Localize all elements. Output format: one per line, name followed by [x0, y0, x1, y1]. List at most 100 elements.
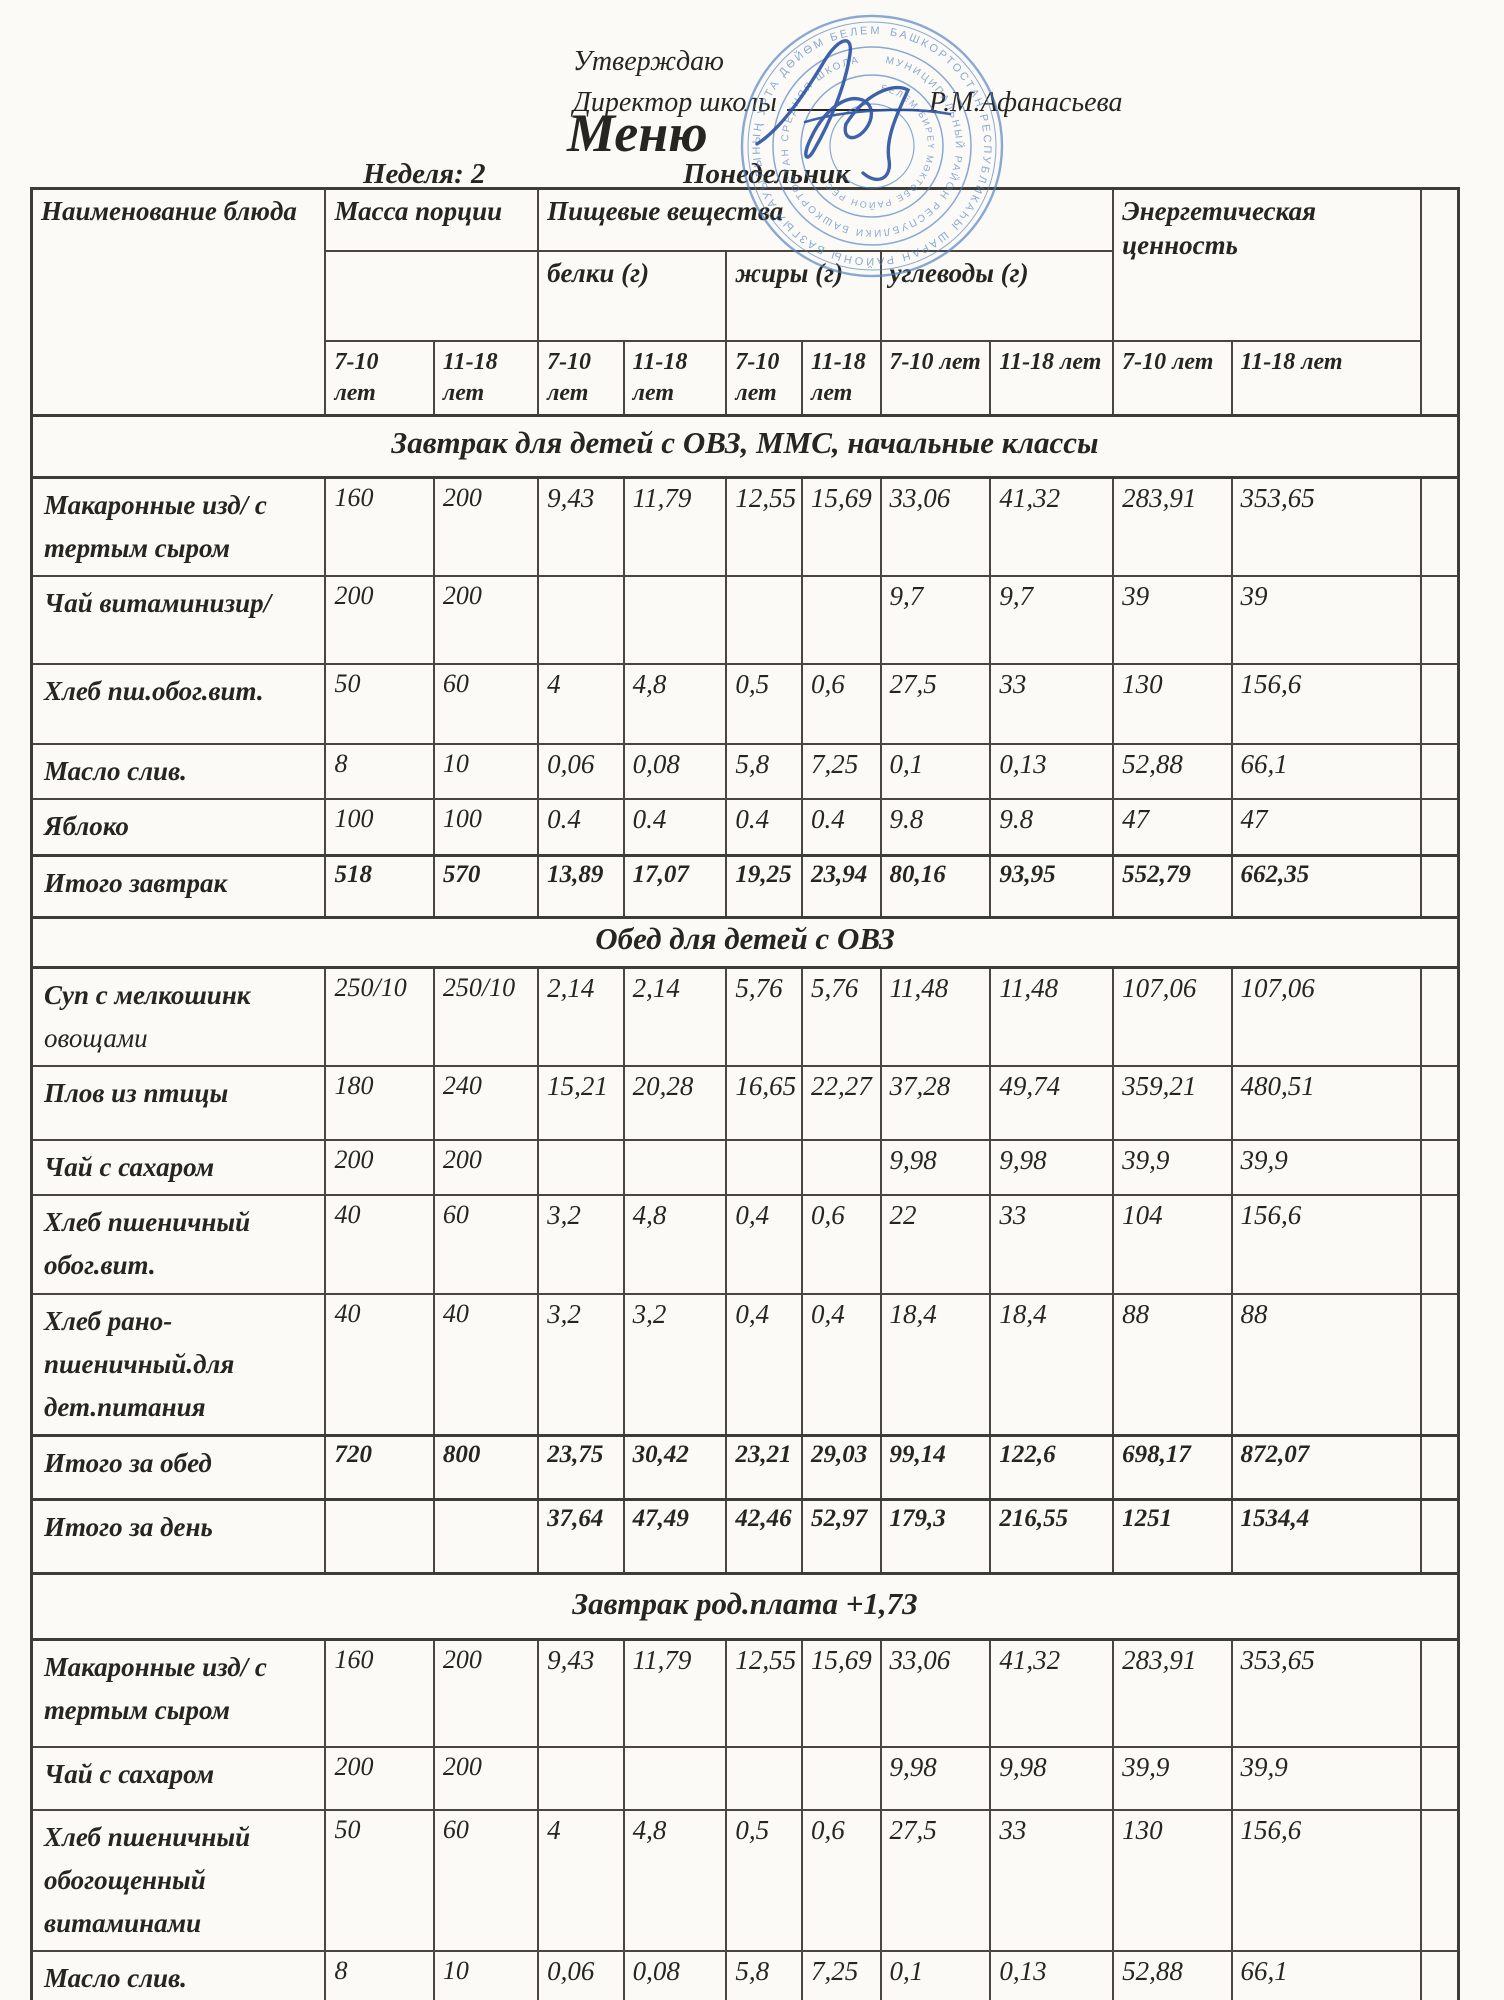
- value-cell: 104: [1112, 1194, 1233, 1295]
- value-cell: 3,2: [537, 1292, 625, 1437]
- dish-name: Плов из птицы: [30, 1065, 327, 1141]
- value-cell: 52,88: [1112, 743, 1233, 801]
- spacer-cell: [1420, 575, 1460, 666]
- dish-name: Чай с сахаром: [30, 1745, 327, 1811]
- value-cell: 0,06: [537, 743, 625, 801]
- spacer-cell: [1420, 1950, 1460, 2000]
- value-cell: 13,89: [537, 853, 625, 919]
- value-cell: 1251: [1112, 1498, 1233, 1575]
- value-cell: 200: [432, 476, 540, 578]
- value-cell: 52,88: [1112, 1950, 1233, 2000]
- value-cell: 107,06: [1112, 966, 1233, 1067]
- value-cell: 156,6: [1230, 1808, 1423, 1953]
- header-portion-spacer: [324, 249, 540, 342]
- value-cell: 33: [989, 1808, 1115, 1953]
- value-cell: 156,6: [1230, 1194, 1423, 1295]
- value-cell: 0.4: [537, 798, 625, 857]
- value-cell: 66,1: [1230, 1950, 1423, 2000]
- header-age-7-10: 7-10 лет: [324, 339, 435, 417]
- header-age-11-18: 11-18 лет: [622, 339, 728, 417]
- value-cell: 9,7: [879, 575, 992, 666]
- dish-name: Хлеб рано-пшеничный.для дет.питания: [30, 1292, 327, 1437]
- value-cell: 9,98: [879, 1745, 992, 1811]
- dish-name: Суп с мелкошинк овощами: [30, 966, 327, 1067]
- menu-table: Наименование блюда Масса порции Пищевые …: [30, 187, 1460, 2000]
- value-cell: 698,17: [1112, 1434, 1233, 1501]
- value-cell: 39,9: [1112, 1138, 1233, 1197]
- value-cell: 160: [324, 1638, 435, 1748]
- value-cell: 518: [324, 853, 435, 919]
- value-cell: 5,76: [725, 966, 804, 1067]
- value-cell: 47,49: [622, 1498, 728, 1575]
- value-cell: 60: [432, 1194, 540, 1295]
- dish-name-secondary: овощами: [44, 1022, 148, 1053]
- value-cell: 33: [989, 663, 1115, 746]
- value-cell: 66,1: [1230, 743, 1423, 801]
- header-spacer: [1420, 187, 1460, 417]
- value-cell: 37,64: [537, 1498, 625, 1575]
- section-title: Обед для детей с ОВЗ: [30, 915, 1460, 969]
- approval-block: Утверждаю Директор школы Р.М.Афанасьева: [573, 44, 1122, 122]
- table-row: Чай витаминизир/200 200 9,7 9,7 39 39: [30, 575, 1460, 666]
- value-cell: 12,55: [725, 1638, 804, 1748]
- value-cell: 60: [432, 663, 540, 746]
- value-cell: 480,51: [1230, 1065, 1423, 1141]
- dish-name: Чай с сахаром: [30, 1138, 327, 1197]
- value-cell: 179,3: [879, 1498, 992, 1575]
- spacer-cell: [1420, 966, 1460, 1067]
- value-cell: 250/10: [324, 966, 435, 1067]
- dish-name: Хлеб пшеничный обог.вит.: [30, 1194, 327, 1295]
- header-carbs: углеводы (г): [879, 249, 1115, 342]
- value-cell: 9,7: [989, 575, 1115, 666]
- value-cell: 0,1: [879, 743, 992, 801]
- section-title: Завтрак род.плата +1,73: [30, 1572, 1460, 1642]
- dish-name: Итого завтрак: [30, 853, 327, 919]
- table-row: Чай с сахаром 200 200 9,98 9,98 39,9 39,9: [30, 1138, 1460, 1197]
- header-age-7-10: 7-10 лет: [1112, 339, 1233, 417]
- school-stamp-icon: БАШКОРТОСТАН РЕСПУБЛИКАҺЫ ШАРАН РАЙОНЫ Б…: [716, 0, 1018, 285]
- table-row: Макаронные изд/ с тертым сыром 160 200 9,43…: [30, 1638, 1460, 1748]
- table-row: Хлеб пшеничный обогощенный витаминами 50 6…: [30, 1808, 1460, 1953]
- value-cell: [537, 1745, 625, 1811]
- value-cell: 552,79: [1112, 853, 1233, 919]
- director-row: Директор школы Р.М.Афанасьева: [573, 81, 1122, 122]
- value-cell: 0,08: [622, 743, 728, 801]
- value-cell: 122,6: [989, 1434, 1115, 1501]
- value-cell: 40: [324, 1194, 435, 1295]
- value-cell: [801, 1745, 882, 1811]
- header-age-7-10: 7-10 лет: [879, 339, 992, 417]
- value-cell: 27,5: [879, 663, 992, 746]
- table-row: Хлеб рано-пшеничный.для дет.питания 40 40 3…: [30, 1292, 1460, 1437]
- dish-name: Макаронные изд/ с тертым сыром: [30, 476, 327, 578]
- value-cell: 0,4: [725, 1194, 804, 1295]
- table-row: Масло слив. 8 10 0,06 0,08 5,8 7,25 0,1 0,13 52,8…: [30, 1950, 1460, 2000]
- spacer-cell: [1420, 798, 1460, 857]
- value-cell: 50: [324, 663, 435, 746]
- value-cell: 200: [324, 575, 435, 666]
- week-label: Неделя: 2: [363, 158, 486, 190]
- value-cell: 0,1: [879, 1950, 992, 2000]
- value-cell: 3,2: [622, 1292, 728, 1437]
- value-cell: 23,94: [801, 853, 882, 919]
- table-row: Яблоко 100 100 0.4 0.4 0.4 0.4 9.8 9.8 47 47: [30, 798, 1460, 857]
- value-cell: 7,25: [801, 1950, 882, 2000]
- value-cell: 4: [537, 1808, 625, 1953]
- value-cell: 4,8: [622, 1194, 728, 1295]
- header-age-11-18: 11-18 лет: [989, 339, 1115, 417]
- value-cell: 2,14: [537, 966, 625, 1067]
- dish-name: Масло слив.: [30, 1950, 327, 2000]
- spacer-cell: [1420, 1498, 1460, 1575]
- value-cell: 39,9: [1230, 1745, 1423, 1811]
- value-cell: 22,27: [801, 1065, 882, 1141]
- menu-table-body: Завтрак для детей с ОВЗ, ММС, начальные …: [30, 413, 1460, 2000]
- value-cell: 88: [1230, 1292, 1423, 1437]
- header-proteins: белки (г): [537, 249, 728, 342]
- value-cell: 15,69: [801, 1638, 882, 1748]
- value-cell: 40: [324, 1292, 435, 1437]
- value-cell: 33: [989, 1194, 1115, 1295]
- value-cell: 0.4: [725, 798, 804, 857]
- value-cell: 11,48: [879, 966, 992, 1067]
- spacer-cell: [1420, 476, 1460, 578]
- value-cell: 47: [1112, 798, 1233, 857]
- value-cell: 0.4: [801, 798, 882, 857]
